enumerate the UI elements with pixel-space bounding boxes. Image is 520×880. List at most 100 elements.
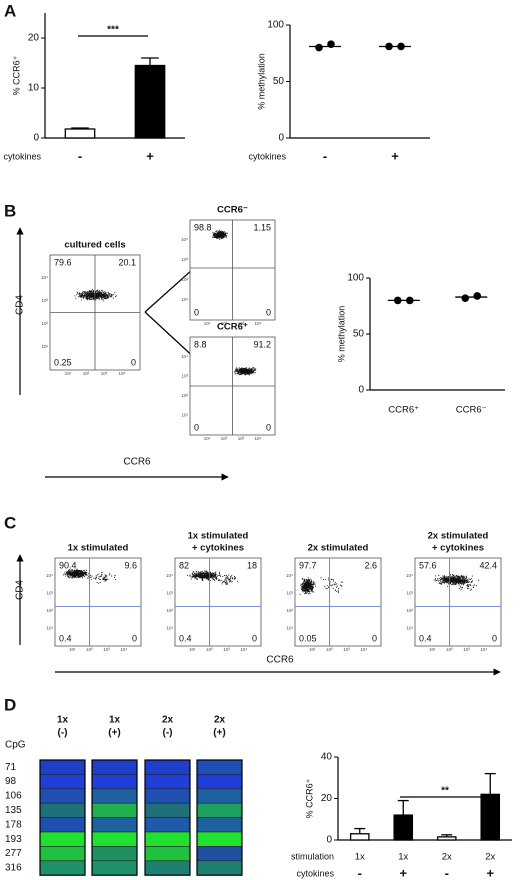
event-dot [89,291,91,293]
event-dot [215,577,217,579]
event-dot [216,233,218,235]
event-dot [335,583,337,585]
event-dot [75,297,77,299]
event-dot [211,574,213,576]
event-dot [86,296,88,299]
event-dot [201,572,203,574]
event-dot [90,291,93,293]
event-dot [302,579,304,581]
event-dot [91,575,93,577]
event-dot [82,571,84,573]
event-dot [451,577,453,579]
y-tick-label: 50 [273,76,285,87]
event-dot [441,582,444,584]
event-dot [471,580,474,582]
event-dot [445,578,447,580]
flow-plot-frame [174,557,262,647]
heatmap-cell [144,860,191,876]
event-dot [96,581,98,584]
event-dot [242,370,244,372]
event-dot [336,583,338,585]
event-dot [310,580,313,582]
event-dot [106,575,108,577]
event-dot [84,292,86,294]
event-dot [458,576,460,578]
event-dot [189,575,191,577]
event-dot [218,229,220,231]
event-dot [110,294,112,296]
heatmap-cell [91,774,138,790]
event-dot [326,584,328,587]
event-dot [81,293,83,295]
event-dot [325,578,327,580]
event-dot [93,290,95,292]
event-dot [196,571,198,573]
event-dot [211,577,213,579]
event-dot [304,589,306,591]
dot [397,42,405,51]
event-dot [80,294,82,296]
event-dot [223,235,225,237]
x-tick-label: 2x [485,852,495,863]
event-dot [199,574,201,576]
event-dot [218,233,220,235]
flow-tick-label: 10³ [286,590,293,595]
x-tick-label: CCR6⁺ [388,405,419,416]
event-dot [240,370,242,372]
event-dot [322,579,324,581]
event-dot [457,582,459,584]
event-dot [459,578,461,580]
event-dot [101,574,103,576]
event-dot [64,572,66,574]
event-dot [312,584,315,586]
event-dot [196,578,199,580]
event-dot [78,294,81,296]
heatmap-cell [39,774,86,790]
event-dot [232,578,234,580]
event-dot [463,577,465,579]
event-dot [206,577,208,579]
event-dot [438,582,440,584]
event-dot [216,236,218,238]
event-dot [100,293,102,295]
event-dot [311,591,313,593]
x-tick-label: - [323,148,327,163]
event-dot [230,581,232,583]
event-dot [72,571,74,574]
column-header: (+) [108,728,121,739]
event-dot [304,584,306,586]
event-dot [90,298,92,300]
event-dot [220,234,222,237]
quadrant-value: 8.8 [194,339,207,349]
event-dot [308,586,310,588]
flow-tick-label: 10³ [46,590,53,595]
heatmap-cell [196,817,243,833]
flow-title: CCR6⁺ [217,322,248,333]
event-dot [253,367,255,369]
event-dot [99,292,101,294]
flow-tick-label: 10⁴ [480,647,487,652]
y-tick-label: 10 [28,83,40,94]
event-dot [214,571,216,573]
event-dot [470,589,472,591]
event-dot [198,573,200,575]
event-dot [440,582,443,584]
event-dot [98,582,100,584]
event-dot [459,575,461,577]
event-dot [332,588,334,590]
event-dot [216,575,218,577]
event-dot [309,591,311,593]
event-dot [307,578,309,580]
quadrant-value: 0.4 [419,633,432,643]
event-dot [71,569,73,571]
event-dot [240,368,242,370]
event-dot [456,578,458,580]
event-dot [76,572,79,574]
heatmap-cell [144,788,191,804]
event-dot [205,576,208,578]
event-dot [231,577,233,579]
flow-tick-label: 10³ [181,373,188,378]
event-dot [221,583,223,585]
flow-tick-label: 10⁴ [41,275,48,280]
event-dot [444,581,446,583]
